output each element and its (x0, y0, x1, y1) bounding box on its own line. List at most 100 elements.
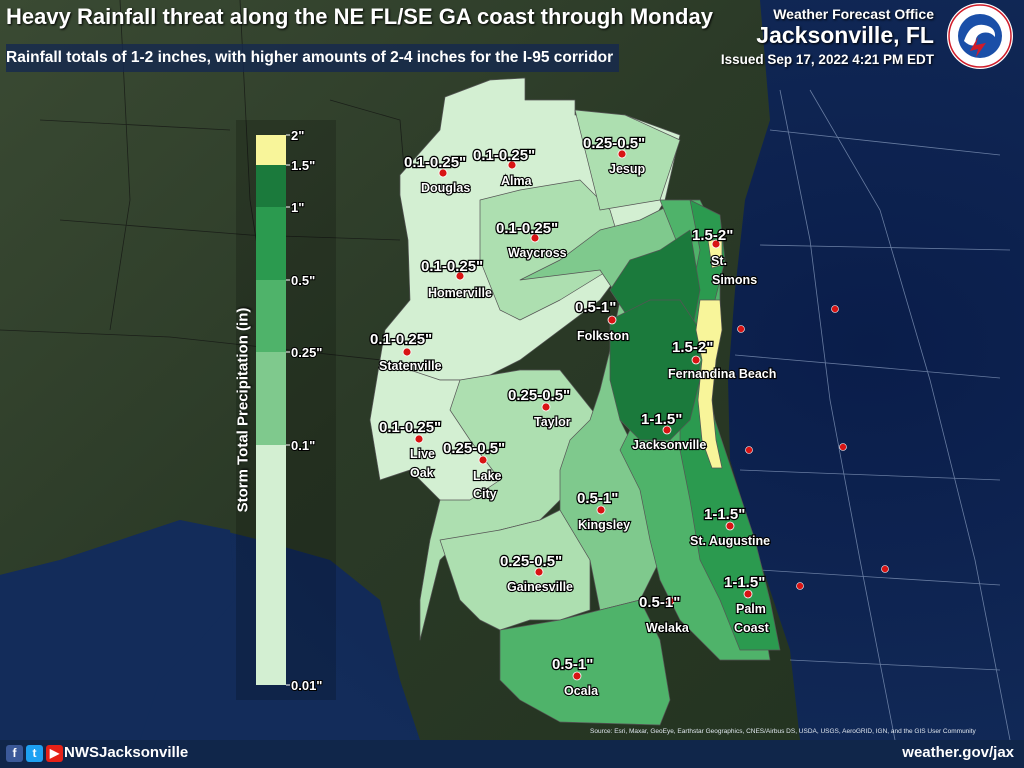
rainfall-zone-stmarys (609, 299, 701, 441)
rainfall-amount-label: 0.25-0.5" (583, 135, 645, 152)
location-name-label: Ocala (564, 684, 599, 698)
rainfall-amount-label: 0.1-0.25" (421, 258, 483, 275)
location-name-label: City (473, 487, 497, 501)
rainfall-amount-label: 0.5-1" (575, 299, 616, 316)
location-markers: 0.1-0.25" Douglas 0.1-0.25" Alma 0.25-0.5" Je… (369, 134, 778, 699)
office-label: Weather Forecast Office (773, 6, 934, 22)
location-name-label: Statenville (379, 359, 442, 373)
location-marker-icon (665, 596, 675, 606)
location-name-label: Folkston (577, 329, 629, 343)
location-name-label: Fernandina Beach (668, 367, 776, 381)
location-fernandina-beach: 1.5-2" Fernandina Beach (667, 338, 778, 382)
location-name-label: Jacksonville (632, 438, 706, 452)
location-st-simons: 1.5-2" St. Simons (691, 226, 759, 288)
issued-timestamp: Issued Sep 17, 2022 4:21 PM EDT (720, 52, 934, 67)
rainfall-zone-yellow (695, 299, 723, 469)
location-gainesville: 0.25-0.5" Gainesville (499, 552, 574, 595)
location-marker-icon (438, 168, 448, 178)
source-credit: Source: Esri, Maxar, GeoEye, Earthstar G… (590, 728, 976, 735)
rainfall-amount-label: 1-1.5" (641, 411, 682, 428)
location-name-label: Jesup (609, 162, 645, 176)
location-marker-icon (455, 271, 465, 281)
location-name-label: St. (711, 254, 727, 268)
location-jacksonville: 1-1.5" Jacksonville (631, 410, 708, 453)
location-marker-icon (743, 589, 753, 599)
social-handle[interactable]: NWSJacksonville (64, 744, 189, 761)
location-name-label: St. Augustine (690, 534, 770, 548)
location-statenville: 0.1-0.25" Statenville (369, 330, 443, 374)
location-name-label: Palm (736, 602, 766, 616)
location-marker-icon (725, 521, 735, 531)
location-taylor: 0.25-0.5" Taylor (507, 386, 572, 430)
legend-tick-label: 2" (291, 128, 304, 143)
legend-tick-label: 1.5" (291, 158, 315, 173)
legend-bin (256, 352, 286, 445)
map-subtitle: Rainfall totals of 1-2 inches, with high… (6, 44, 620, 72)
rainfall-amount-label: 1-1.5" (704, 506, 745, 523)
location-marker-icon (607, 315, 617, 325)
location-marker-icon (534, 567, 544, 577)
rainfall-amount-label: 0.1-0.25" (379, 419, 441, 436)
location-marker-icon (596, 505, 606, 515)
rainfall-amount-label: 0.1-0.25" (404, 154, 466, 171)
location-marker-icon (662, 425, 672, 435)
legend-tick-label: 0.1" (291, 438, 315, 453)
offshore-markers (737, 305, 889, 590)
gulf-water (0, 520, 235, 740)
location-name-label: Douglas (421, 181, 470, 195)
location-homerville: 0.1-0.25" Homerville (420, 257, 493, 301)
legend-tick-label: 0.01" (291, 678, 322, 693)
youtube-icon[interactable]: ▶ (46, 745, 63, 762)
location-alma: 0.1-0.25" Alma (472, 146, 537, 189)
legend-bin (256, 280, 286, 352)
location-name-label: Lake (473, 469, 502, 483)
location-ocala: 0.5-1" Ocala (551, 655, 600, 699)
rainfall-amount-label: 0.1-0.25" (496, 220, 558, 237)
legend-bin (256, 445, 286, 685)
location-name-label: Taylor (534, 415, 571, 429)
location-douglas: 0.1-0.25" Douglas (403, 153, 472, 196)
rainfall-zone-ocala (499, 599, 671, 726)
rainfall-zone-center (479, 179, 626, 321)
location-marker-icon (572, 671, 582, 681)
marine-zone-lines (734, 89, 1011, 741)
nws-logo-icon (947, 3, 1013, 69)
rainfall-amount-label: 0.5-1" (552, 656, 593, 673)
location-kingsley: 0.5-1" Kingsley (576, 489, 631, 533)
location-name-label: Simons (712, 273, 757, 287)
location-name-label: Oak (410, 466, 434, 480)
location-name-label: Live (410, 447, 435, 461)
location-lake-city: 0.25-0.5" Lake City (442, 439, 507, 502)
legend: 2" 1.5" 1" 0.5" 0.25" 0.1" 0.01" (236, 120, 336, 700)
rainfall-amount-label: 0.25-0.5" (508, 387, 570, 404)
location-jesup: 0.25-0.5" Jesup (582, 134, 647, 177)
location-marker-icon (691, 355, 701, 365)
location-live-oak: 0.1-0.25" Live Oak (378, 418, 443, 481)
legend-bin (256, 207, 286, 280)
facebook-icon[interactable]: f (6, 745, 23, 762)
rainfall-amount-label: 0.5-1" (639, 594, 680, 611)
office-name: Jacksonville, FL (756, 22, 934, 48)
rainfall-amount-label: 1.5-2" (692, 227, 733, 244)
rainfall-amount-label: 0.1-0.25" (473, 147, 535, 164)
location-marker-icon (711, 239, 721, 249)
rainfall-amount-label: 1-1.5" (724, 574, 765, 591)
location-waycross: 0.1-0.25" Waycross (495, 219, 568, 261)
location-name-label: Waycross (508, 246, 567, 260)
legend-tick-label: 1" (291, 200, 304, 215)
location-folkston: 0.5-1" Folkston (574, 298, 630, 344)
location-marker-icon (478, 455, 488, 465)
website-link[interactable]: weather.gov/jax (902, 744, 1014, 761)
location-marker-icon (507, 160, 517, 170)
rainfall-amount-label: 0.5-1" (577, 490, 618, 507)
twitter-icon[interactable]: t (26, 745, 43, 762)
location-marker-icon (414, 434, 424, 444)
location-marker-icon (541, 402, 551, 412)
location-name-label: Welaka (646, 621, 690, 635)
rainfall-amount-label: 0.1-0.25" (370, 331, 432, 348)
social-icons: f t ▶ (6, 745, 63, 762)
location-marker-icon (617, 149, 627, 159)
legend-bin (256, 135, 286, 165)
rainfall-amount-label: 0.25-0.5" (500, 553, 562, 570)
location-name-label: Alma (501, 174, 533, 188)
